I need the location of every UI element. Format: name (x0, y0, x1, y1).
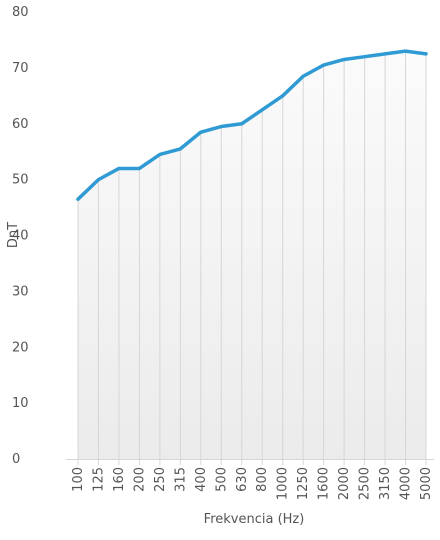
x-tick-label: 1000 (276, 467, 291, 500)
x-axis-title: Frekvencia (Hz) (204, 512, 305, 527)
x-tick-label: 1250 (296, 467, 311, 500)
x-tick-label: 250 (153, 467, 168, 492)
data-point (342, 57, 346, 61)
data-point (137, 166, 141, 170)
data-point (424, 52, 428, 56)
x-tick-label: 630 (235, 467, 250, 492)
x-tick-label: 4000 (399, 467, 414, 500)
x-tick-label: 160 (112, 467, 127, 492)
data-point (383, 52, 387, 56)
x-tick-label: 500 (214, 467, 229, 492)
data-point (260, 108, 264, 112)
y-tick-label: 30 (12, 284, 29, 299)
x-tick-label: 315 (173, 467, 188, 492)
data-point (76, 197, 80, 201)
x-tick-label: 2500 (358, 467, 373, 500)
y-tick-label: 70 (12, 61, 29, 76)
series-line (76, 49, 428, 201)
x-tick-label: 400 (194, 467, 209, 492)
x-tick-label: 125 (91, 467, 106, 492)
y-tick-label: 0 (12, 452, 20, 467)
x-tick-label: 5000 (419, 467, 434, 500)
area-fill (78, 51, 426, 460)
x-tick-label: 1600 (317, 467, 332, 500)
y-tick-label: 50 (12, 173, 29, 188)
y-tick-label: 80 (12, 5, 29, 20)
data-point (117, 166, 121, 170)
data-point (404, 49, 408, 53)
y-tick-label: 40 (12, 229, 29, 244)
data-point (240, 122, 244, 126)
x-tick-label: 3150 (378, 467, 393, 500)
x-tick-label: 100 (71, 467, 86, 492)
y-axis-title: DnT (6, 222, 21, 248)
y-tick-label: 20 (12, 340, 29, 355)
data-point (199, 130, 203, 134)
data-point (96, 178, 100, 182)
data-point (219, 125, 223, 129)
data-point (322, 63, 326, 67)
x-tick-label: 2000 (337, 467, 352, 500)
data-point (281, 94, 285, 98)
y-tick-label: 60 (12, 117, 29, 132)
x-tick-label: 200 (132, 467, 147, 492)
data-point (158, 152, 162, 156)
data-point (178, 147, 182, 151)
data-point (363, 55, 367, 59)
x-tick-label: 800 (255, 467, 270, 492)
y-tick-label: 10 (12, 396, 29, 411)
data-point (301, 74, 305, 78)
